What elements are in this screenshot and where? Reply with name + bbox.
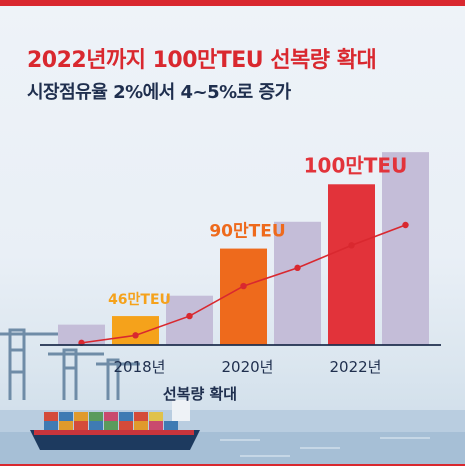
data-label-2022년: 100만TEU (304, 153, 408, 177)
data-label-2020년: 90만TEU (209, 222, 285, 242)
title: 2022년까지 100만TEU 선복량 확대 (27, 48, 377, 73)
bar-2017년 (58, 324, 105, 345)
data-label-2018년: 46만TEU (108, 292, 171, 308)
trend-point-2018년 (132, 332, 139, 339)
trend-point-2021년 (294, 264, 301, 272)
subtitle: 시장점유율 2%에서 4~5%로 증가 (27, 82, 291, 103)
x-tick-label-2018년: 2018년 (114, 358, 166, 376)
top-accent-bar (0, 0, 465, 6)
chart-caption: 선복량 확대 (162, 385, 238, 403)
x-tick-label-2020년: 2020년 (222, 358, 274, 376)
port-scene-illustration (0, 328, 465, 466)
bar-2019년 (166, 295, 213, 345)
x-tick-label-2022년: 2022년 (330, 358, 382, 376)
bar-2021년 (274, 221, 321, 345)
trend-point-2019년 (186, 312, 193, 320)
trend-point-2020년 (240, 282, 247, 290)
bar-2020년 (220, 248, 267, 345)
bar-2018년 (112, 316, 159, 345)
trend-point-2023년 (402, 221, 409, 229)
trend-point-2022년 (348, 242, 355, 249)
bar-2022년 (328, 184, 375, 345)
bar-2023년 (382, 152, 429, 345)
